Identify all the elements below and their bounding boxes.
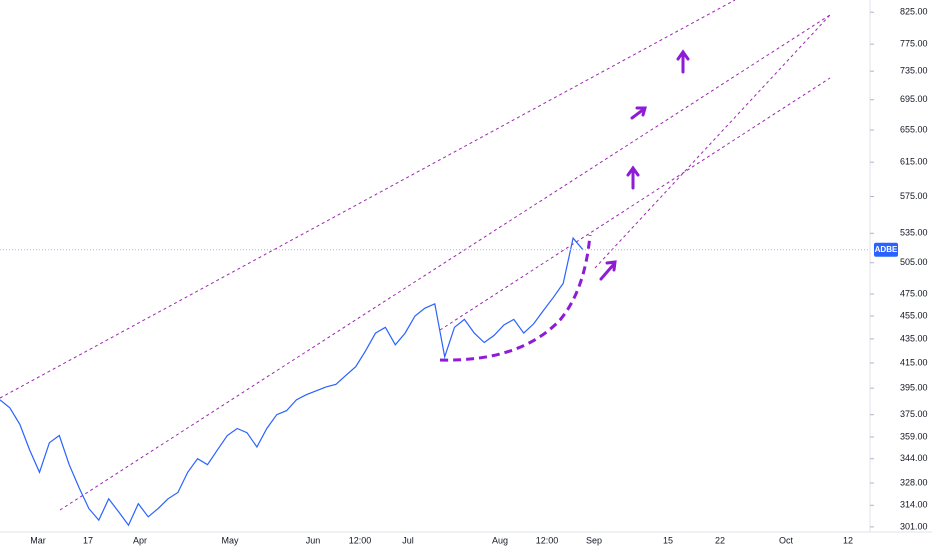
y-tick-label: 415.00 [900, 357, 928, 367]
annotations [0, 0, 831, 511]
y-tick-label: 615.00 [900, 157, 928, 167]
trend-line [439, 77, 831, 331]
arrow [676, 49, 690, 74]
arrow [599, 260, 617, 281]
y-tick-label: 301.00 [900, 521, 928, 531]
x-tick-label: 22 [715, 535, 725, 545]
y-tick-label: 455.00 [900, 310, 928, 320]
y-tick-label: 475.00 [900, 288, 928, 298]
y-tick-label: 655.00 [900, 124, 928, 134]
symbol-badge [874, 242, 898, 257]
arrow [626, 165, 640, 190]
y-tick-label: 535.00 [900, 228, 928, 238]
x-tick-label: 12:00 [536, 535, 559, 545]
y-tick-label: 395.00 [900, 383, 928, 393]
x-tick-label: Jul [402, 535, 414, 545]
y-tick-label: 695.00 [900, 94, 928, 104]
x-tick-label: Apr [133, 535, 147, 545]
x-tick-label: Aug [492, 535, 508, 545]
x-tick-label: Mar [30, 535, 46, 545]
x-tick-label: 12:00 [349, 535, 372, 545]
arrow [630, 106, 647, 120]
y-tick-label: 328.00 [900, 477, 928, 487]
y-tick-label: 359.00 [900, 431, 928, 441]
y-tick-label: 314.00 [900, 500, 928, 510]
y-tick-label: 375.00 [900, 409, 928, 419]
y-tick-label: 575.00 [900, 191, 928, 201]
x-tick-label: Jun [306, 535, 321, 545]
price-line [0, 236, 584, 527]
curve [439, 234, 592, 362]
y-tick-label: 775.00 [900, 39, 928, 49]
x-tick-label: Sep [586, 535, 602, 545]
plot: 825.00 775.00 735.00 695.00 655.00 615.00 575.… [0, 7, 928, 545]
y-tick-label: 825.00 [900, 7, 928, 17]
y-tick-label: 344.00 [900, 453, 928, 463]
y-tick-label: 505.00 [900, 257, 928, 267]
x-tick-label: Oct [779, 535, 794, 545]
trend-line [59, 14, 831, 511]
y-tick-label: 435.00 [900, 333, 928, 343]
x-tick-label: 12 [843, 535, 853, 545]
trend-line [0, 0, 736, 399]
symbol-label: ADBE [875, 245, 898, 254]
x-tick-label: May [221, 535, 239, 545]
x-tick-label: 15 [663, 535, 673, 545]
x-tick-label: 17 [83, 535, 93, 545]
y-tick-label: 735.00 [900, 66, 928, 76]
